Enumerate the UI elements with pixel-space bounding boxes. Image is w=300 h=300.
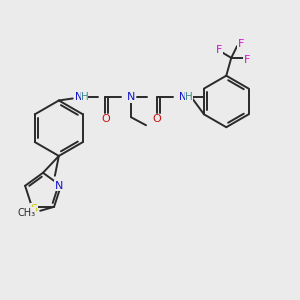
Text: F: F	[238, 39, 244, 49]
Text: O: O	[153, 114, 161, 124]
Text: F: F	[216, 45, 223, 55]
Text: CH₃: CH₃	[17, 208, 35, 218]
Text: S: S	[30, 204, 38, 214]
Text: N: N	[75, 92, 83, 103]
Text: N: N	[55, 181, 63, 191]
Text: O: O	[101, 114, 110, 124]
Text: H: H	[81, 92, 88, 103]
Text: N: N	[127, 92, 135, 103]
Text: N: N	[179, 92, 187, 103]
Text: H: H	[185, 92, 193, 103]
Text: F: F	[244, 55, 250, 65]
